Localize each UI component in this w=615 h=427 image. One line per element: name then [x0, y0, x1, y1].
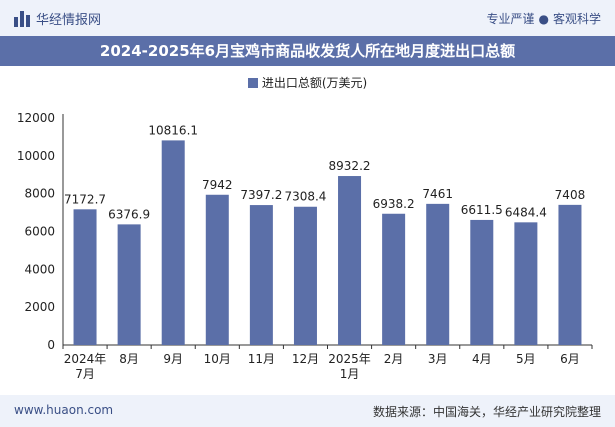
bar	[426, 203, 450, 345]
y-tick-label: 8000	[24, 187, 55, 201]
title-bar	[0, 36, 615, 66]
x-tick-label: 2024年 7月	[64, 352, 107, 381]
y-tick-label: 10000	[17, 149, 55, 163]
x-tick-label: 10月	[204, 352, 231, 366]
y-tick-label: 4000	[24, 262, 55, 276]
data-label: 7397.2	[240, 188, 282, 202]
x-tick-label: 6月	[560, 352, 580, 366]
data-label: 10816.1	[148, 123, 198, 137]
bar	[205, 194, 229, 345]
bar	[382, 213, 406, 345]
y-tick-label: 12000	[17, 111, 55, 125]
legend-swatch	[247, 78, 258, 88]
logo-icon	[14, 10, 30, 27]
x-tick-label: 3月	[428, 352, 448, 366]
legend-label: 进出口总额(万美元)	[261, 76, 368, 90]
bar	[514, 222, 538, 345]
data-label: 6611.5	[461, 203, 503, 217]
x-tick-label: 11月	[248, 352, 275, 366]
tagline-separator: ●	[538, 12, 549, 26]
bar	[470, 219, 494, 345]
x-tick-label: 12月	[292, 352, 319, 366]
bar	[73, 209, 97, 345]
x-tick-label: 9月	[163, 352, 183, 366]
data-label: 7172.7	[64, 192, 106, 206]
tagline: 专业严谨 ● 客观科学	[486, 10, 601, 27]
data-label: 7408	[555, 188, 586, 202]
x-tick-label: 5月	[516, 352, 536, 366]
data-label: 6938.2	[373, 197, 415, 211]
data-label: 7461	[422, 187, 453, 201]
footer-band	[0, 395, 615, 427]
bar	[161, 140, 185, 345]
data-label: 7942	[202, 178, 233, 192]
brand[interactable]: 华经情报网	[14, 9, 101, 28]
footer-site[interactable]: www.huaon.com	[14, 403, 114, 417]
bar	[293, 206, 317, 345]
top-banner	[0, 0, 615, 36]
bar	[249, 205, 273, 345]
x-tick-label: 4月	[472, 352, 492, 366]
bar	[558, 204, 582, 345]
data-label: 7308.4	[284, 190, 326, 204]
x-tick-label: 2月	[384, 352, 404, 366]
x-tick-label: 2025年 1月	[328, 352, 371, 381]
bar	[117, 224, 141, 345]
tagline-right: 客观科学	[552, 12, 601, 26]
tagline-left: 专业严谨	[486, 12, 535, 26]
bar	[338, 176, 362, 345]
y-tick-label: 2000	[24, 300, 55, 314]
data-label: 6376.9	[108, 207, 150, 221]
x-tick-label: 8月	[119, 352, 139, 366]
data-label: 6484.4	[505, 205, 547, 219]
chart-title: 2024-2025年6月宝鸡市商品收发货人所在地月度进出口总额	[99, 42, 516, 60]
brand-name: 华经情报网	[36, 13, 102, 28]
y-tick-label: 6000	[24, 225, 55, 239]
y-tick-label: 0	[47, 338, 55, 352]
footer-source: 数据来源：中国海关，华经产业研究院整理	[372, 405, 601, 419]
data-label: 8932.2	[329, 159, 371, 173]
legend: 进出口总额(万美元)	[0, 74, 615, 91]
